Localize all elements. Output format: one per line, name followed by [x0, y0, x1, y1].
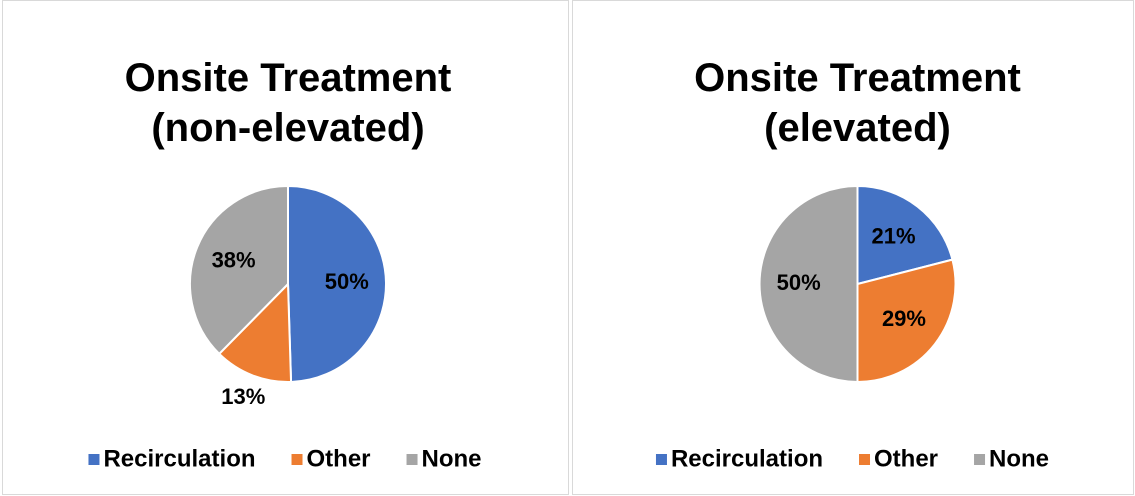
legend-label: None — [989, 445, 1049, 472]
legend-swatch — [291, 454, 303, 465]
legend-swatch — [655, 454, 667, 465]
data-label: 50% — [777, 270, 821, 295]
chart-panel: Onsite Treatment (elevated) 21% 29% 50% Recir… — [572, 0, 1134, 495]
legend-swatch — [859, 454, 871, 465]
legend-swatch — [974, 454, 986, 465]
legend-label: None — [422, 445, 482, 472]
data-label: 38% — [212, 248, 256, 273]
title-line: (non-elevated) — [151, 106, 424, 150]
data-label: 50% — [325, 269, 369, 294]
pie-slice — [856, 258, 957, 384]
pie-slice — [287, 184, 387, 383]
pie-slice — [217, 281, 293, 383]
data-label: 13% — [221, 384, 265, 409]
title-line: Onsite Treatment — [125, 56, 452, 100]
legend: Recirculation Other None — [655, 445, 1049, 472]
legend-label: Recirculation — [103, 445, 255, 472]
data-label: 21% — [872, 223, 916, 248]
title-line: (elevated) — [764, 106, 951, 150]
pie-slice — [758, 184, 859, 384]
pie-slice — [856, 184, 954, 286]
legend: Recirculation Other None — [88, 445, 482, 472]
chart-title: Onsite Treatment (non-elevated) — [125, 56, 452, 150]
chart-title: Onsite Treatment (elevated) — [694, 56, 1021, 150]
chart-panel: Onsite Treatment (non-elevated) 50% 13% 38% R… — [2, 0, 569, 495]
data-label: 29% — [882, 306, 926, 331]
legend-swatch — [406, 454, 418, 465]
title-line: Onsite Treatment — [694, 56, 1021, 100]
legend-label: Other — [874, 445, 938, 472]
legend-swatch — [88, 454, 100, 465]
legend-label: Other — [307, 445, 371, 472]
legend-label: Recirculation — [671, 445, 823, 472]
pie-slice — [189, 184, 289, 356]
